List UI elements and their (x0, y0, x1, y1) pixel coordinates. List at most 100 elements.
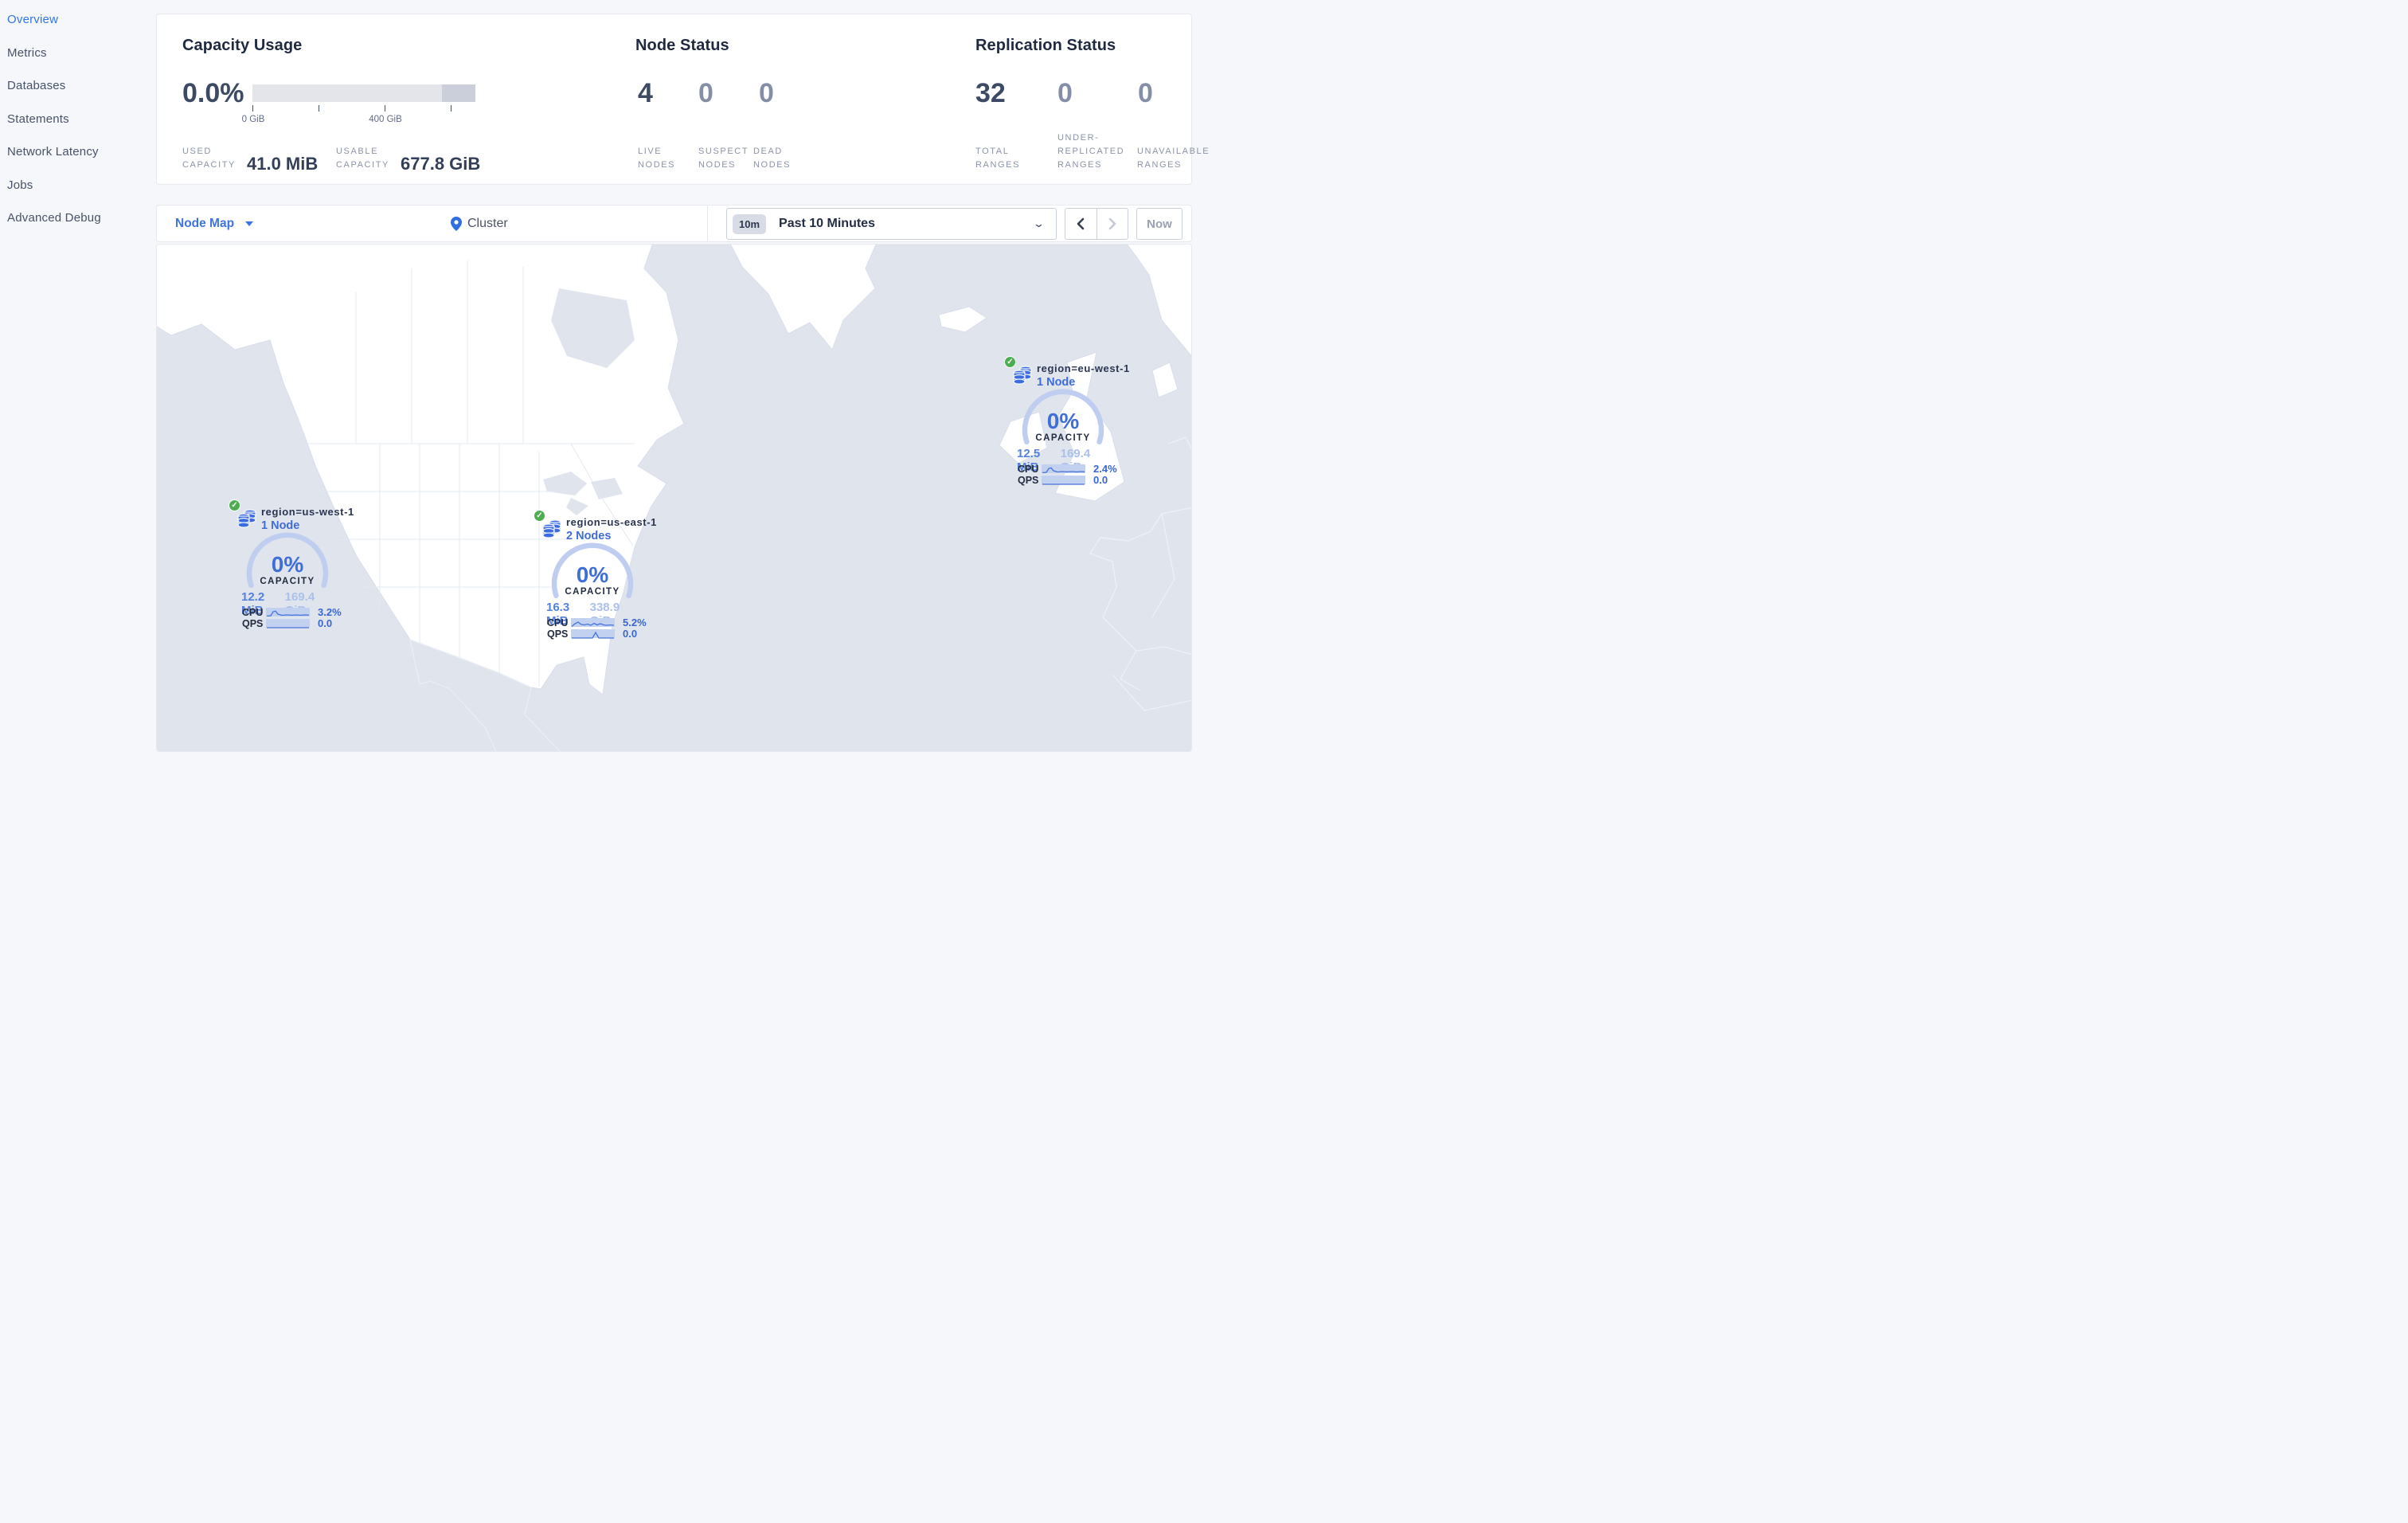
region-name: region=eu-west-1 (1037, 362, 1130, 374)
step-forward-button[interactable] (1097, 209, 1128, 239)
region-capacity-label: CAPACITY (1035, 433, 1091, 443)
live-nodes-label: LIVE NODES (638, 147, 676, 170)
capacity-gauge-arc (1022, 389, 1104, 445)
node-status-title: Node Status (635, 37, 729, 54)
usable-capacity-label: USABLE (336, 147, 379, 156)
total-ranges-label: TOTAL RANGES (975, 147, 1021, 170)
region-capacity-percent: 0% (576, 562, 609, 587)
sidebar-item-network-latency[interactable]: Network Latency (7, 145, 99, 159)
dead-nodes-label: DEAD NODES (753, 147, 792, 170)
now-button[interactable]: Now (1136, 208, 1182, 240)
region-marker-us-east-1: ✓ region=us-east-1 2 Nodes 0% CAPACITY 1… (505, 504, 680, 664)
breadcrumb[interactable]: Cluster (451, 206, 508, 241)
qps-label: QPS (547, 628, 569, 640)
node-map: ✓ region=us-west-1 1 Node 0% CAPACITY 12… (156, 244, 1192, 752)
region-used-capacity: 12.5 MiB (1017, 447, 1041, 474)
cpu-sparkline (1042, 464, 1085, 474)
capacity-bar (252, 84, 475, 102)
region-nodes-link[interactable]: 2 Nodes (566, 530, 612, 542)
qps-sparkline (1042, 476, 1085, 485)
under-replicated-ranges-label: UNDER- REPLICATED RANGES (1057, 133, 1125, 170)
replication-status-title: Replication Status (975, 37, 1116, 54)
usable-capacity-label: CAPACITY (336, 160, 389, 170)
cpu-label: CPU (1018, 463, 1039, 475)
chevron-down-icon: ⌄ (1032, 217, 1046, 229)
cluster-summary-card: Capacity Usage 0.0% 0 GiB 400 GiB USED C… (156, 14, 1209, 185)
sidebar-item-overview[interactable]: Overview (7, 13, 59, 27)
qps-sparkline (571, 629, 615, 639)
qps-value: 0.0 (1093, 474, 1108, 486)
capacity-gauge-arc (246, 532, 329, 589)
qps-sparkline (266, 619, 310, 628)
region-marker-eu-west-1: ✓ region=eu-west-1 1 Node 0% CAPACITY 12… (975, 350, 1151, 510)
view-selector-label: Node Map (175, 216, 235, 230)
region-capacity-label: CAPACITY (260, 577, 315, 586)
view-selector-dropdown[interactable]: Node Map (175, 206, 254, 241)
chevron-left-icon (1077, 217, 1085, 230)
breadcrumb-label: Cluster (467, 216, 508, 230)
state-borders (308, 260, 635, 687)
sidebar-item-statements[interactable]: Statements (7, 112, 69, 126)
sidebar-item-databases[interactable]: Databases (7, 79, 66, 93)
dead-nodes-count: 0 (759, 78, 774, 108)
unavailable-ranges-count: 0 (1138, 78, 1153, 108)
capacity-axis-tick (451, 105, 452, 112)
sidebar-item-jobs[interactable]: Jobs (7, 178, 33, 192)
total-ranges-count: 32 (975, 78, 1006, 108)
great-lakes (591, 478, 623, 499)
great-lakes (543, 472, 587, 495)
toolbar-divider (707, 206, 708, 241)
region-marker-us-west-1: ✓ region=us-west-1 1 Node 0% CAPACITY 12… (200, 494, 375, 653)
capacity-percent: 0.0% (182, 78, 244, 108)
mexico-outline (409, 639, 561, 751)
suspect-nodes-count: 0 (698, 78, 713, 108)
database-nodes-icon (237, 509, 256, 528)
under-replicated-ranges-count: 0 (1057, 78, 1073, 108)
used-capacity-value: 41.0 MiB (247, 154, 319, 174)
region-capacity-percent: 0% (271, 552, 304, 577)
capacity-usage-title: Capacity Usage (182, 37, 303, 54)
region-nodes-link[interactable]: 1 Node (261, 519, 300, 532)
used-capacity-stat: USED CAPACITY 41.0 MiB (182, 126, 319, 174)
great-lakes (566, 498, 588, 515)
region-used-capacity: 16.3 MiB (546, 601, 570, 628)
used-capacity-label: USED (182, 147, 212, 156)
qps-label: QPS (242, 617, 264, 629)
chevron-right-icon (1108, 217, 1116, 230)
qps-label: QPS (1018, 474, 1039, 486)
time-window-label: Past 10 Minutes (779, 217, 875, 230)
healthy-check-icon: ✓ (1004, 356, 1016, 368)
hudson-bay (551, 288, 635, 368)
suspect-nodes-label: SUSPECT NODES (698, 147, 749, 170)
cpu-value: 3.2% (318, 606, 342, 618)
qps-value: 0.0 (623, 628, 638, 640)
great-britain-landmass (1054, 351, 1125, 502)
region-name: region=us-east-1 (566, 516, 657, 528)
time-window-select[interactable]: 10m Past 10 Minutes ⌄ (726, 208, 1057, 240)
database-nodes-icon (1013, 366, 1032, 385)
qps-value: 0.0 (318, 617, 333, 629)
region-nodes-link[interactable]: 1 Node (1037, 376, 1076, 389)
iceland-landmass (938, 306, 987, 333)
cpu-sparkline (266, 608, 310, 617)
time-window-badge: 10m (733, 213, 767, 234)
denmark-landmass (1151, 362, 1179, 398)
usable-capacity-value: 677.8 GiB (401, 154, 481, 174)
capacity-bar-reserved-segment (442, 84, 475, 102)
cpu-label: CPU (242, 606, 264, 618)
region-capacity-percent: 0% (1046, 409, 1080, 433)
cpu-value: 5.2% (623, 617, 647, 628)
sidebar-item-metrics[interactable]: Metrics (7, 45, 47, 60)
capacity-axis-tick (252, 105, 253, 112)
sidebar-item-advanced-debug[interactable]: Advanced Debug (7, 211, 101, 225)
unavailable-ranges-label: UNAVAILABLE RANGES (1137, 147, 1210, 170)
capacity-axis-label-0: 0 GiB (241, 115, 265, 124)
cpu-sparkline (571, 618, 615, 627)
map-toolbar: Node Map Cluster 10m Past 10 Minutes ⌄ N… (156, 205, 1192, 242)
step-back-button[interactable] (1065, 209, 1097, 239)
healthy-check-icon: ✓ (229, 499, 240, 511)
healthy-check-icon: ✓ (534, 510, 545, 522)
used-capacity-label: CAPACITY (182, 160, 236, 170)
greenland-landmass (730, 245, 877, 350)
usable-capacity-stat: USABLE CAPACITY 677.8 GiB (336, 126, 481, 174)
